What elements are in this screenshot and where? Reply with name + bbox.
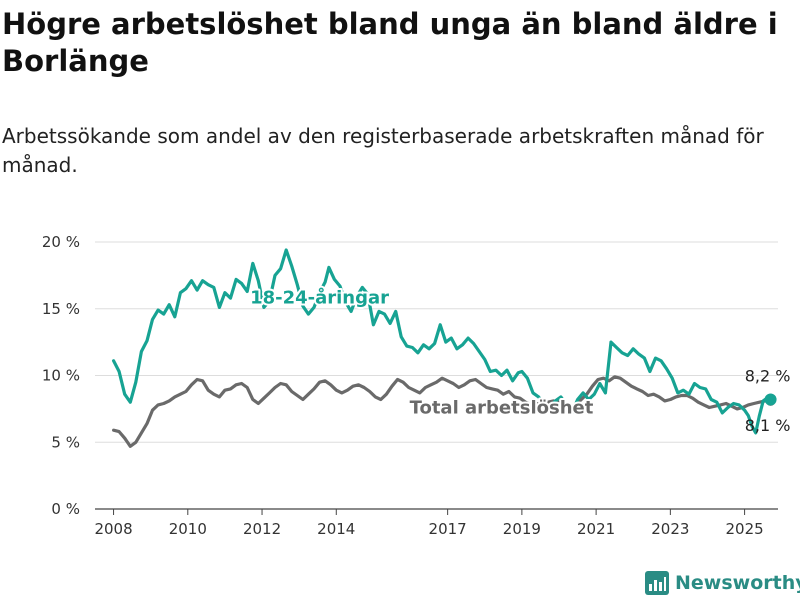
series-line-total bbox=[112, 375, 773, 448]
y-tick-label: 20 % bbox=[42, 233, 80, 251]
x-tick-label: 2008 bbox=[94, 520, 132, 538]
y-axis-ticks: 0 % 5 % 10 % 15 % 20 % bbox=[42, 233, 80, 518]
end-value-label-18-24: 8,2 % bbox=[745, 367, 791, 386]
series-label-total: Total arbetslöshet bbox=[410, 398, 594, 419]
series-label-18-24-halo: 18-24-åringar bbox=[250, 286, 389, 308]
x-tick-label: 2021 bbox=[577, 520, 615, 538]
series-labels: 8,2 %8,1 %18-24-åringar18-24-åringarTota… bbox=[248, 284, 791, 435]
y-tick-label: 10 % bbox=[42, 367, 80, 385]
newsworthy-logo-icon bbox=[645, 571, 669, 595]
series-line-18-24 bbox=[112, 248, 773, 435]
x-tick-label: 2017 bbox=[429, 520, 467, 538]
brand-name: Newsworthy bbox=[675, 572, 800, 594]
page-title: Högre arbetslöshet bland unga än bland ä… bbox=[2, 7, 778, 78]
y-tick-label: 15 % bbox=[42, 300, 80, 318]
x-tick-label: 2012 bbox=[243, 520, 281, 538]
x-axis-ticks: 2008 2010 2012 2014 2017 2019 2021 2023 2025 bbox=[94, 509, 764, 538]
x-tick-label: 2025 bbox=[725, 520, 763, 538]
newsworthy-brand: Newsworthy bbox=[645, 568, 800, 598]
end-marker-18-24 bbox=[764, 393, 777, 406]
y-tick-label: 5 % bbox=[51, 433, 80, 451]
series-label-total-halo: Total arbetslöshet bbox=[410, 398, 594, 419]
x-tick-label: 2019 bbox=[503, 520, 541, 538]
series-lines bbox=[112, 248, 777, 448]
y-tick-label: 0 % bbox=[51, 500, 80, 518]
x-tick-label: 2023 bbox=[651, 520, 689, 538]
end-value-label-total: 8,1 % bbox=[745, 416, 791, 435]
series-label-18-24: 18-24-åringar bbox=[250, 286, 389, 308]
chart-subtitle: Arbetssökande som andel av den registerb… bbox=[2, 124, 764, 177]
x-tick-label: 2010 bbox=[169, 520, 207, 538]
x-tick-label: 2014 bbox=[317, 520, 355, 538]
gridlines bbox=[95, 241, 778, 510]
